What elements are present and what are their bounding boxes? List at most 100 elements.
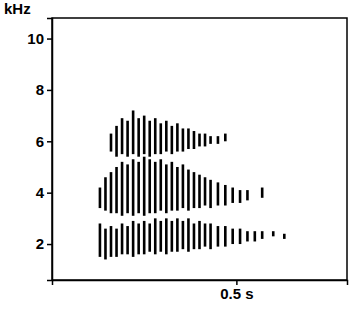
spectral-band: [126, 164, 129, 213]
spectral-band: [261, 231, 264, 239]
plot: 2 4 6 8 10 0.5 s: [27, 18, 347, 302]
spectral-band: [171, 126, 174, 154]
spectral-band: [193, 172, 196, 208]
x-axis: 0.5 s: [53, 280, 348, 302]
y-tick-label: 6: [36, 133, 44, 150]
spectral-band: [217, 182, 220, 205]
spectral-band: [143, 157, 146, 216]
y-tick-mark: [47, 90, 52, 92]
plot-frame: [52, 18, 347, 280]
x-tick-label: 0.5 s: [220, 285, 253, 302]
y-tick-label: 8: [36, 81, 44, 98]
spectral-band: [165, 164, 168, 213]
spectral-band: [159, 123, 162, 154]
spectrogram-marks: [99, 110, 286, 259]
spectral-band: [99, 223, 102, 256]
y-tick: 10: [27, 30, 52, 47]
spectral-band: [187, 128, 190, 149]
spectral-band: [182, 164, 185, 208]
spectral-band: [231, 229, 234, 244]
spectral-band: [110, 134, 113, 152]
y-tick: 4: [36, 184, 52, 201]
spectral-band: [154, 162, 157, 213]
spectral-band: [132, 110, 135, 154]
spectral-band: [148, 223, 151, 251]
spectral-band: [231, 188, 234, 203]
spectral-band: [115, 167, 118, 213]
spectral-band: [171, 162, 174, 211]
spectral-band: [239, 229, 242, 244]
y-tick: 8: [36, 81, 52, 98]
y-tick-mark: [47, 141, 52, 143]
spectral-band: [176, 218, 179, 251]
spectral-band: [193, 131, 196, 149]
spectral-band: [254, 231, 257, 241]
y-tick: 2: [36, 235, 52, 252]
y-axis: 2 4 6 8 10: [27, 19, 52, 281]
y-tick-mark: [47, 244, 52, 246]
spectral-band: [115, 126, 118, 157]
spectral-band: [209, 136, 212, 144]
spectral-band: [137, 162, 140, 213]
spectral-band: [246, 190, 249, 200]
spectral-band: [137, 223, 140, 254]
spectral-band: [204, 223, 207, 246]
y-tick-mark: [47, 192, 52, 194]
spectral-band: [198, 221, 201, 249]
spectral-band: [217, 226, 220, 247]
spectral-band: [182, 221, 185, 249]
spectral-band: [272, 231, 275, 236]
spectral-band: [204, 134, 207, 147]
spectral-band: [198, 175, 201, 208]
spectral-band: [121, 223, 124, 254]
spectral-band: [224, 134, 227, 142]
spectral-band: [115, 229, 118, 257]
y-axis-line: [47, 19, 53, 281]
spectral-band: [187, 170, 190, 211]
spectral-band: [154, 218, 157, 254]
spectral-band: [148, 121, 151, 157]
spectral-band: [126, 121, 129, 157]
spectral-band: [193, 223, 196, 249]
spectral-band: [209, 223, 212, 249]
y-tick: 6: [36, 133, 52, 150]
spectral-band: [143, 116, 146, 155]
spectral-band: [110, 172, 113, 213]
y-tick-label: 2: [36, 235, 44, 252]
spectral-band: [159, 221, 162, 252]
spectral-band: [246, 231, 249, 241]
spectral-band: [154, 118, 157, 154]
spectral-band: [209, 180, 212, 208]
spectral-band: [132, 221, 135, 257]
y-axis-title: kHz: [4, 0, 31, 17]
spectral-band: [204, 177, 207, 205]
spectral-band: [159, 159, 162, 210]
chart: 2 4 6 8 10 0.5 s kHz: [0, 0, 353, 320]
spectral-band: [104, 229, 107, 260]
spectral-band: [198, 134, 201, 147]
y-tick-mark: [47, 38, 52, 40]
spectral-band: [224, 226, 227, 247]
y-tick-label: 4: [36, 184, 45, 201]
y-tick-label: 10: [27, 30, 44, 47]
spectral-band: [132, 159, 135, 216]
spectral-band: [99, 188, 102, 209]
x-axis-line: [53, 281, 348, 286]
spectral-band: [176, 167, 179, 211]
spectral-band: [126, 226, 129, 254]
spectral-band: [171, 221, 174, 252]
spectral-band: [217, 136, 220, 144]
spectral-band: [165, 218, 168, 254]
spectral-band: [182, 128, 185, 151]
spectral-band: [261, 188, 264, 198]
spectral-band: [187, 218, 190, 251]
spectral-band: [148, 159, 151, 213]
spectral-band: [143, 221, 146, 254]
x-tick: 0.5 s: [220, 280, 253, 302]
spectral-band: [283, 234, 286, 239]
spectral-band: [121, 118, 124, 154]
spectral-band: [176, 123, 179, 151]
spectral-band: [137, 118, 140, 157]
spectral-band: [110, 226, 113, 257]
spectral-band: [165, 121, 168, 152]
